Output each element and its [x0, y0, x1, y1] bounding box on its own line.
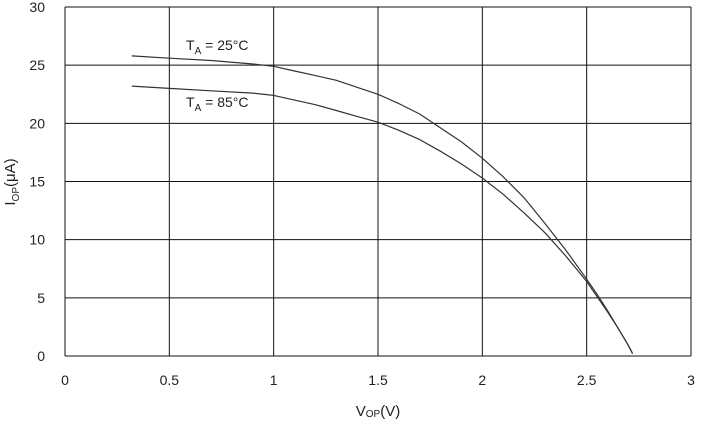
x-tick-label: 0.5: [160, 372, 180, 388]
series-label-85c: TA = 85°C: [186, 94, 248, 114]
y-tick-label: 25: [29, 57, 45, 73]
y-tick-label: 10: [29, 232, 45, 248]
y-tick-label: 20: [29, 115, 45, 131]
series-line-0: [131, 55, 634, 354]
x-tick-labels: 0 0.5 1 1.5 2 2.5 3: [61, 372, 695, 388]
x-tick-label: 2: [478, 372, 486, 388]
y-tick-labels: 0 5 10 15 20 25 30: [29, 0, 45, 364]
y-tick-label: 30: [29, 0, 45, 15]
series-line-1: [131, 85, 634, 354]
data-curves: [131, 55, 634, 354]
x-tick-label: 1.5: [368, 372, 388, 388]
x-axis-label: VOP(V): [356, 403, 400, 420]
y-tick-label: 15: [29, 174, 45, 190]
y-tick-label: 0: [37, 348, 45, 364]
x-tick-label: 1: [270, 372, 278, 388]
y-axis-label: IOP(μA): [2, 158, 22, 205]
grid-lines: [64, 6, 692, 357]
x-tick-label: 2.5: [577, 372, 597, 388]
series-label-25c: TA = 25°C: [186, 37, 248, 57]
x-tick-label: 0: [61, 372, 69, 388]
x-tick-label: 3: [687, 372, 695, 388]
y-tick-label: 5: [37, 290, 45, 306]
